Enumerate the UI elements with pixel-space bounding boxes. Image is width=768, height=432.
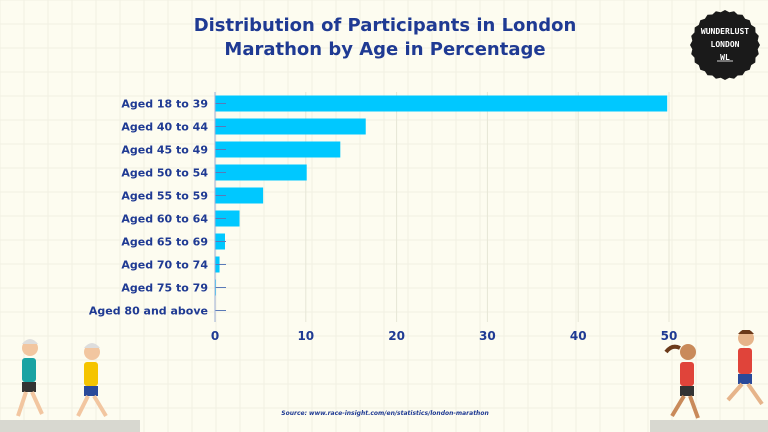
- bar-aged-18-to-39: [215, 95, 668, 112]
- y-category-label: Aged 55 to 59: [121, 190, 208, 203]
- y-category-label: Aged 50 to 54: [121, 167, 208, 180]
- title-line-2: Marathon by Age in Percentage: [224, 39, 546, 60]
- ground-left: [0, 420, 140, 432]
- source-note: Source: www.race-insight.com/en/statisti…: [281, 410, 489, 417]
- bar-aged-45-to-49: [215, 141, 341, 158]
- wunderlust-london-logo: [690, 10, 760, 80]
- logo-line-2: LONDON: [710, 40, 740, 49]
- y-category-label: Aged 45 to 49: [121, 144, 208, 157]
- bar-aged-60-to-64: [215, 210, 240, 227]
- y-category-label: Aged 40 to 44: [121, 121, 208, 134]
- y-category-label: Aged 65 to 69: [121, 236, 208, 249]
- title-line-1: Distribution of Participants in London: [193, 15, 577, 36]
- bar-aged-55-to-59: [215, 187, 264, 204]
- runner-icon: [726, 330, 764, 406]
- x-tick-label: 50: [661, 329, 678, 343]
- x-tick-label: 0: [211, 329, 219, 343]
- y-category-label: Aged 80 and above: [89, 305, 208, 318]
- bar-aged-50-to-54: [215, 164, 307, 181]
- logo-line-3: WL: [720, 53, 730, 62]
- y-category-label: Aged 18 to 39: [121, 98, 208, 111]
- x-tick-label: 30: [479, 329, 496, 343]
- y-category-label: Aged 75 to 79: [121, 282, 208, 295]
- x-tick-label: 40: [570, 329, 587, 343]
- x-tick-label: 20: [388, 329, 405, 343]
- x-tick-label: 10: [297, 329, 314, 343]
- bar-aged-40-to-44: [215, 118, 366, 135]
- logo-line-1: WUNDERLUST: [700, 27, 750, 36]
- y-category-label: Aged 60 to 64: [121, 213, 208, 226]
- logo-text: WUNDERLUST LONDON WL: [690, 25, 760, 64]
- runner-icon: [76, 343, 108, 418]
- runner-icon: [16, 339, 44, 417]
- y-category-label: Aged 70 to 74: [121, 259, 208, 272]
- runner-icon: [664, 344, 700, 419]
- ground-right: [650, 420, 768, 432]
- chart-title: Distribution of Participants in London M…: [150, 14, 620, 62]
- runners-illustration: [16, 330, 764, 419]
